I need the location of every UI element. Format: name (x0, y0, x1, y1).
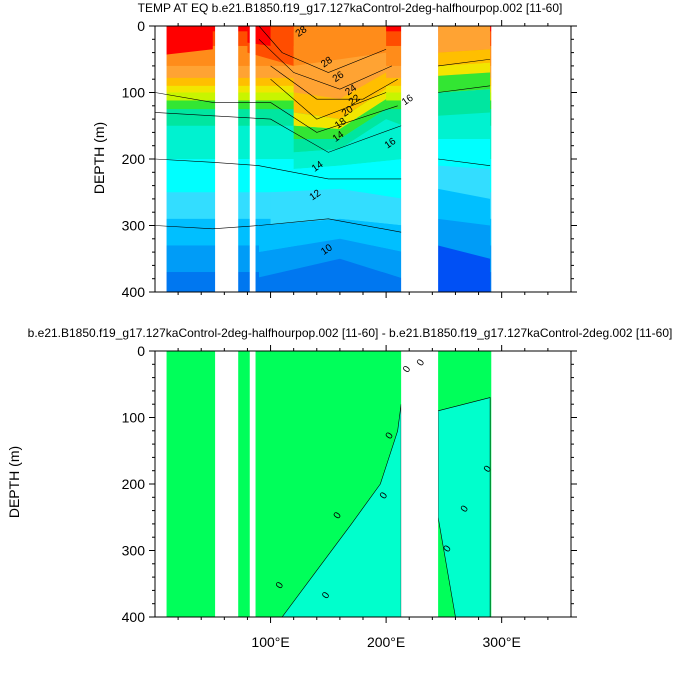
temperature-region (438, 62, 491, 76)
temperature-region (438, 218, 491, 259)
y-tick-label: 400 (122, 284, 146, 300)
y-tick-label: 300 (122, 543, 146, 559)
y-tick-label: 200 (122, 476, 146, 492)
x-tick-label: 200°E (367, 634, 405, 650)
land-mask (155, 26, 167, 292)
contour-label: 0 (401, 364, 413, 375)
temperature-region (438, 72, 491, 93)
contour-line (438, 58, 491, 67)
land-mask (249, 351, 256, 617)
land-mask (215, 26, 239, 292)
temperature-region (259, 238, 404, 279)
temperature-region (259, 218, 404, 253)
contour-line (270, 78, 387, 120)
contour-label: 0 (332, 510, 344, 521)
contour-label: 0 (378, 490, 390, 501)
temperature-region (293, 119, 404, 169)
temperature-region (270, 188, 404, 226)
temperature-region (155, 26, 213, 56)
contour-line (270, 65, 398, 100)
y-tick-label: 0 (137, 343, 145, 359)
temperature-region (438, 139, 491, 169)
contour-line (438, 85, 491, 93)
contour-line (155, 112, 402, 153)
land-mask (215, 351, 239, 617)
x-tick-label: 300°E (483, 634, 521, 650)
y-tick-label: 0 (137, 18, 145, 34)
land-mask (491, 26, 571, 292)
temperature-region (293, 72, 387, 120)
contour-line (438, 158, 491, 166)
contour-line (155, 158, 402, 180)
temperature-region (293, 99, 387, 140)
contour-label: 0 (459, 503, 471, 514)
bottom-panel-title: b.e21.B1850.f19_g17.127kaControl-2deg-ha… (27, 326, 673, 340)
temperature-region (293, 52, 387, 100)
y-tick-label: 100 (122, 410, 146, 426)
y-tick-label: 100 (122, 85, 146, 101)
land-mask (491, 351, 571, 617)
temperature-region (438, 188, 491, 226)
contour-line (155, 92, 398, 133)
temperature-region (253, 258, 404, 292)
x-tick-label: 100°E (251, 634, 289, 650)
contour-label: 0 (274, 580, 286, 591)
contour-line (155, 218, 402, 233)
temperature-region (438, 49, 491, 66)
temperature-region (438, 112, 491, 140)
contour-label: 0 (415, 357, 427, 368)
top-panel-title: TEMP AT EQ b.e21.B1850.f19_g17.127kaCont… (137, 1, 563, 15)
temperature-region (438, 26, 491, 53)
y-tick-label: 200 (122, 151, 146, 167)
temperature-region (438, 165, 491, 199)
temperature-region (438, 89, 491, 116)
contour-label: 0 (442, 543, 454, 554)
contour-label: 0 (384, 430, 396, 441)
y-tick-label: 400 (122, 609, 146, 625)
contour-label: 0 (320, 590, 332, 601)
land-mask (401, 26, 439, 292)
contour-line (258, 26, 387, 73)
land-mask (401, 351, 439, 617)
y-tick-label: 300 (122, 218, 146, 234)
land-mask (249, 26, 256, 292)
temperature-region (293, 109, 387, 153)
land-mask (155, 351, 167, 617)
contour-line (258, 39, 393, 90)
temperature-region (438, 245, 491, 292)
contour-label: 0 (482, 463, 494, 474)
